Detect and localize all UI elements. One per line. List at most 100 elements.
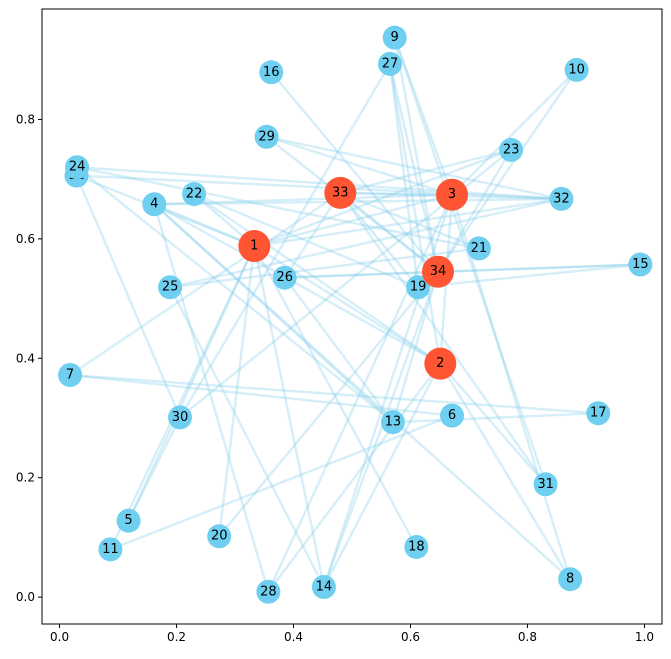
node-3 <box>436 178 469 211</box>
edge-27-34 <box>388 63 440 272</box>
edge-27-19 <box>388 63 420 288</box>
edge-5-30 <box>127 416 182 522</box>
y-tick-label: 0.0 <box>16 590 35 604</box>
edge-23-33 <box>340 148 512 195</box>
node-label-21: 21 <box>471 241 488 256</box>
edge-3-28 <box>267 194 454 593</box>
node-label-14: 14 <box>316 579 333 594</box>
edge-1-3 <box>254 193 453 248</box>
edge-4-28 <box>153 203 270 593</box>
edge-23-1 <box>253 148 512 248</box>
edge-12-30 <box>75 175 182 418</box>
x-tick-label: 0.2 <box>167 630 186 644</box>
node-label-3: 3 <box>448 187 456 202</box>
edge-13-26 <box>283 276 394 423</box>
node-19 <box>406 275 431 300</box>
edge-7-6 <box>69 373 453 417</box>
edge-2-14 <box>322 363 442 588</box>
node-17 <box>586 401 611 426</box>
edge-3-33 <box>340 191 453 196</box>
edge-3-9 <box>393 37 454 196</box>
edge-24-32 <box>77 166 562 201</box>
edge-2-28 <box>267 362 442 593</box>
node-7 <box>58 363 83 388</box>
node-label-4: 4 <box>150 197 158 212</box>
edge-1-5 <box>127 245 256 522</box>
edge-13-34 <box>391 271 440 423</box>
node-32 <box>549 186 574 211</box>
node-34 <box>421 255 454 288</box>
edge-29-32 <box>266 135 562 201</box>
node-14 <box>311 574 336 599</box>
edge-1-12 <box>76 174 255 248</box>
node-label-17: 17 <box>590 406 607 421</box>
edge-21-25 <box>169 247 480 289</box>
edge-3-10 <box>451 69 578 196</box>
y-tick-label: 0.8 <box>16 112 35 126</box>
edge-16-34 <box>270 71 439 273</box>
edge-1-20 <box>218 245 256 537</box>
edge-2-31 <box>439 362 547 486</box>
edge-1-18 <box>253 245 418 548</box>
edge-31-33 <box>339 192 547 485</box>
edge-15-19 <box>417 263 641 289</box>
node-24 <box>65 155 90 180</box>
node-13 <box>380 410 405 435</box>
x-tick-label: 1.0 <box>635 630 654 644</box>
edge-9-34 <box>393 37 440 272</box>
node-label-26: 26 <box>276 270 293 285</box>
node-4 <box>142 192 167 217</box>
edge-13-24 <box>76 166 394 424</box>
node-label-7: 7 <box>66 368 74 383</box>
node-label-15: 15 <box>632 257 649 272</box>
plot-frame <box>41 8 663 625</box>
edge-33-34 <box>339 191 439 273</box>
node-label-31: 31 <box>537 477 554 492</box>
node-label-18: 18 <box>408 539 425 554</box>
edge-1-32 <box>254 197 562 248</box>
x-tick-label: 0.8 <box>518 630 537 644</box>
node-28 <box>256 579 281 604</box>
node-label-22: 22 <box>186 187 203 202</box>
edge-10-34 <box>436 69 578 273</box>
node-31 <box>533 472 558 497</box>
node-2 <box>424 347 457 380</box>
edge-26-33 <box>283 192 342 279</box>
edge-4-8 <box>153 203 571 581</box>
node-21 <box>466 236 491 261</box>
edge-7-17 <box>69 373 599 415</box>
node-18 <box>404 534 429 559</box>
node-label-8: 8 <box>566 572 574 587</box>
edge-14-34 <box>322 271 440 588</box>
edge-11-6 <box>109 414 453 551</box>
nodes-layer: 4567891011121314151617181920212223242526… <box>58 25 653 604</box>
node-label-29: 29 <box>258 129 275 144</box>
y-tick-label: 0.4 <box>16 351 35 365</box>
edge-4-13 <box>153 203 394 424</box>
edge-15-26 <box>284 263 641 279</box>
node-22 <box>182 182 207 207</box>
edge-15-34 <box>437 263 641 273</box>
edge-26-34 <box>284 270 439 279</box>
node-label-23: 23 <box>503 142 520 157</box>
node-label-27: 27 <box>382 56 399 71</box>
node-15 <box>628 252 653 277</box>
node-label-28: 28 <box>260 584 277 599</box>
edge-29-34 <box>265 135 439 273</box>
y-axis: 0.0 0.2 0.4 0.6 0.8 <box>16 112 42 604</box>
edge-1-11 <box>109 245 256 550</box>
node-label-20: 20 <box>211 529 228 544</box>
edge-12-32 <box>76 174 562 201</box>
node-label-32: 32 <box>553 191 570 206</box>
edge-20-34 <box>218 270 439 537</box>
node-1 <box>238 230 271 263</box>
node-23 <box>499 137 524 162</box>
edge-19-22 <box>193 192 419 289</box>
node-6 <box>440 403 465 428</box>
edge-21-24 <box>76 166 480 250</box>
node-label-16: 16 <box>263 65 280 80</box>
node-5 <box>116 508 141 533</box>
edge-9-31 <box>393 37 547 485</box>
node-label-33: 33 <box>332 185 349 200</box>
